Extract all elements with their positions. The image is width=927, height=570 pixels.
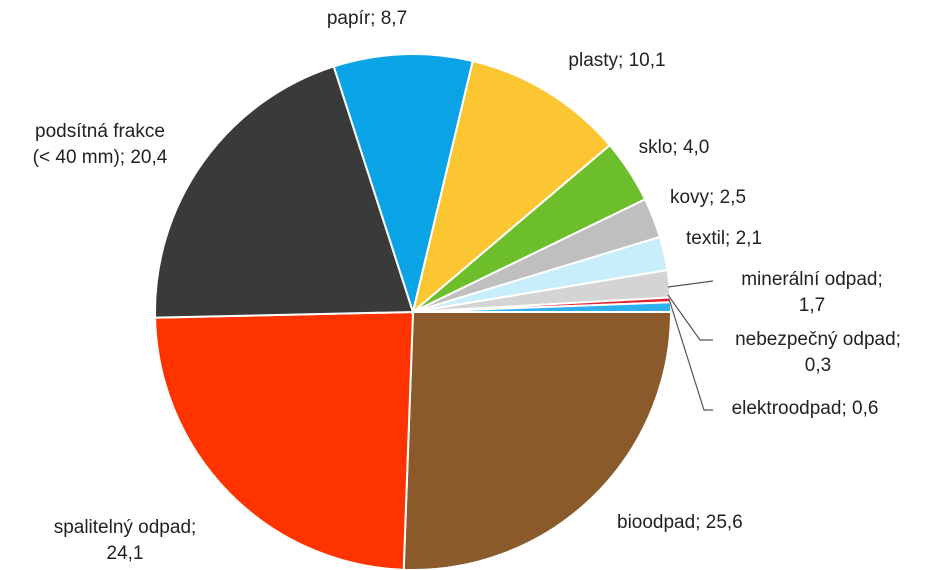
label-textil: textil; 2,1 <box>686 228 762 249</box>
leader-lines <box>667 280 714 411</box>
label-elektroodpad: elektroodpad; 0,6 <box>732 398 879 419</box>
slice-papir <box>332 53 474 316</box>
label-spalitelny: spalitelný odpad; 24,1 <box>54 517 197 564</box>
label-bioodpad: bioodpad; 25,6 <box>617 512 743 533</box>
label-mineralni: minerální odpad; 1,7 <box>741 269 883 316</box>
leader-line-nebezpecny <box>667 294 713 341</box>
slice-bioodpad <box>402 311 673 570</box>
slice-labels: bioodpad; 25,6 spalitelný odpad; 24,1 podsí… <box>33 8 901 564</box>
slice-spalitelny <box>154 310 415 570</box>
label-nebezpecny: nebezpečný odpad; 0,3 <box>735 329 901 376</box>
label-plasty: plasty; 10,1 <box>568 50 665 71</box>
slice-plasty <box>411 59 612 315</box>
pie-slices <box>154 53 673 570</box>
label-kovy: kovy; 2,5 <box>670 187 746 208</box>
label-podsitna: podsítná frakce (< 40 mm); 20,4 <box>33 121 168 168</box>
leader-line-mineralni <box>667 280 714 288</box>
leader-line-elektroodpad <box>668 298 713 411</box>
label-papir: papír; 8,7 <box>327 8 407 29</box>
label-sklo: sklo; 4,0 <box>639 137 710 158</box>
slice-podsitna <box>154 65 415 319</box>
